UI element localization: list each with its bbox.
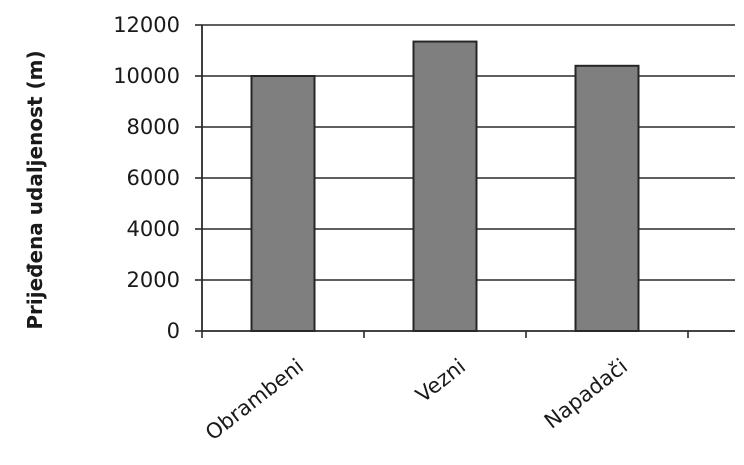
y-tick-label: 0	[167, 319, 180, 343]
y-tick-label: 2000	[127, 268, 180, 292]
x-tick-labels: Obrambeni Vezni Napadači	[201, 331, 689, 445]
y-tick-label: 6000	[127, 166, 180, 190]
bar-napadači	[574, 64, 640, 333]
x-tick-label: Napadači	[540, 354, 632, 433]
bar-vezni	[412, 40, 478, 332]
y-tick-label: 12000	[113, 13, 180, 37]
bars	[250, 40, 640, 333]
x-tick-label: Vezni	[411, 354, 470, 407]
y-tick-label: 10000	[113, 64, 180, 88]
y-axis-title: Prijeđena udaljenost (m)	[23, 50, 47, 329]
y-tick-labels: 0 2000 4000 6000 8000 10000 12000	[113, 13, 202, 343]
bar-obrambeni	[250, 75, 316, 332]
x-tick-label: Obrambeni	[201, 354, 308, 445]
y-tick-label: 4000	[127, 217, 180, 241]
y-tick-label: 8000	[127, 115, 180, 139]
